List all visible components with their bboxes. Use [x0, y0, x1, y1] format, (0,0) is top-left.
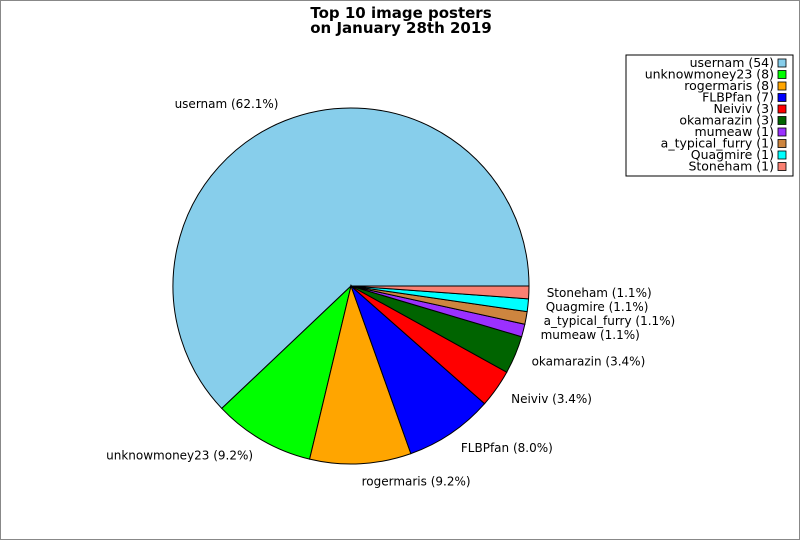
- legend-entry-a-typical-furry: a_typical_furry (1): [661, 136, 774, 151]
- legend-entry-usernam: usernam (54): [690, 55, 774, 70]
- pie-slice-flbpfan: [349, 284, 486, 455]
- pie-slices: [172, 107, 530, 465]
- legend-swatch-okamarazin: [777, 116, 787, 125]
- slice-label-rogermaris: rogermaris (9.2%): [362, 475, 471, 489]
- legend-entry-neiviv: Neiviv (3): [714, 101, 774, 116]
- legend-entry-rogermaris: rogermaris (8): [684, 78, 774, 93]
- legend-box: [625, 54, 794, 177]
- legend-swatch-stoneham: [777, 162, 787, 171]
- legend-entry-quagmire: Quagmire (1): [691, 147, 774, 162]
- legend-swatch-mumeaw: [777, 127, 787, 137]
- slice-label-okamarazin: okamarazin (3.4%): [532, 355, 646, 369]
- slice-label-stoneham: Stoneham (1.1%): [547, 286, 652, 300]
- legend: usernam (54)unknowmoney23 (8)rogermaris …: [625, 54, 794, 177]
- legend-entry-okamarazin: okamarazin (3): [679, 113, 774, 128]
- slice-label-flbpfan: FLBPfan (8.0%): [461, 441, 553, 455]
- legend-entry-mumeaw: mumeaw (1): [694, 124, 774, 139]
- chart-title-line-1: Top 10 image posters: [310, 4, 491, 22]
- slice-label-quagmire: Quagmire (1.1%): [546, 300, 649, 314]
- slice-labels: usernam (62.1%) unknowmoney23 (9.2%) roger…: [106, 97, 675, 488]
- legend-swatch-rogermaris: [777, 81, 787, 91]
- legend-swatch-quagmire: [777, 150, 787, 160]
- slice-label-unknowmoney23: unknowmoney23 (9.2%): [106, 449, 253, 463]
- pie-slice-usernam: [172, 107, 530, 410]
- legend-swatch-neiviv: [777, 104, 787, 114]
- legend-swatch-usernam: [777, 58, 787, 68]
- legend-entry-stoneham: Stoneham (1): [688, 159, 774, 174]
- pie-slice-unknowmoney23: [221, 284, 352, 460]
- slice-label-usernam: usernam (62.1%): [175, 97, 279, 111]
- pie-slice-rogermaris: [308, 284, 412, 465]
- chart-title-line-2: on January 28th 2019: [310, 19, 491, 37]
- slice-label-mumeaw: mumeaw (1.1%): [541, 328, 640, 342]
- slice-label-a-typical-furry: a_typical_furry (1.1%): [544, 314, 676, 328]
- legend-entry-flbpfan: FLBPfan (7): [702, 90, 774, 105]
- pie-slice-stoneham: [350, 285, 530, 300]
- legend-entry-unknowmoney23: unknowmoney23 (8): [645, 67, 774, 82]
- legend-swatch-a-typical-furry: [777, 139, 787, 148]
- legend-swatch-flbpfan: [777, 93, 787, 102]
- slice-label-neiviv: Neiviv (3.4%): [511, 392, 592, 406]
- legend-swatch-unknowmoney23: [777, 70, 787, 79]
